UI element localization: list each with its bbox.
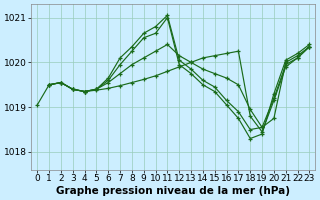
X-axis label: Graphe pression niveau de la mer (hPa): Graphe pression niveau de la mer (hPa) xyxy=(56,186,290,196)
